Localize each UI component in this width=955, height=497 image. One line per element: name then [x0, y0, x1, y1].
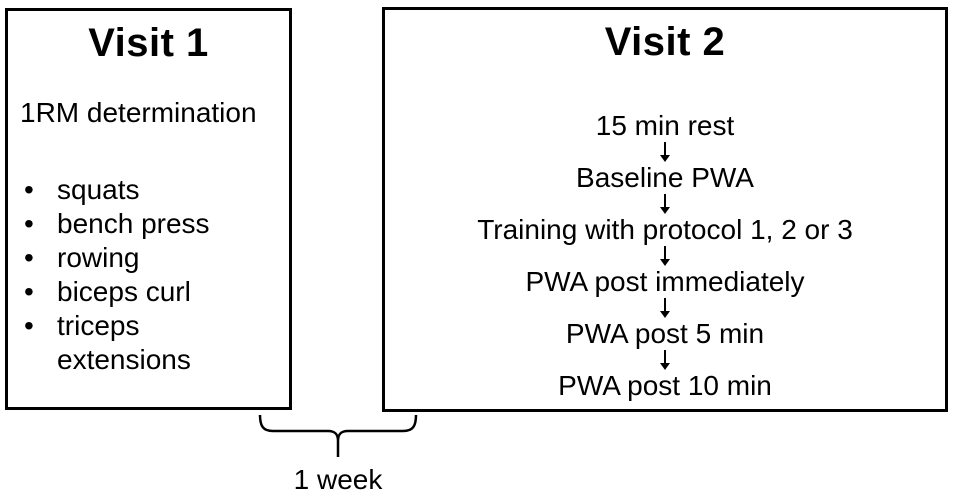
interval-label: 1 week [293, 464, 383, 495]
bullet-icon: • [24, 276, 34, 307]
visit2-box: Visit 2 15 min rest Baseline PWA Trainin… [382, 7, 948, 412]
exercise-label: biceps curl [57, 276, 191, 307]
flow-step: 15 min rest [595, 110, 735, 141]
down-arrow-icon [660, 246, 670, 266]
visit1-subtitle: 1RM determination [20, 97, 257, 128]
list-item: • biceps curl [8, 275, 289, 309]
list-item: • rowing [8, 241, 289, 275]
visit1-title: Visit 1 [88, 21, 209, 65]
exercise-label: squats [57, 174, 140, 205]
exercise-list: • squats • bench press • rowing • biceps… [8, 173, 289, 377]
visit2-title: Visit 2 [604, 20, 726, 64]
flow-step: Baseline PWA [576, 162, 754, 193]
flow-step: Training with protocol 1, 2 or 3 [477, 214, 853, 245]
bullet-icon: • [24, 310, 34, 341]
down-arrow-icon [660, 194, 670, 214]
down-arrow-icon [660, 298, 670, 318]
flow-step: PWA post 10 min [558, 370, 772, 401]
bullet-icon: • [24, 242, 34, 273]
flow-step: PWA post immediately [525, 266, 805, 297]
exercise-label: triceps extensions [57, 310, 191, 375]
exercise-label: bench press [57, 208, 210, 239]
exercise-label: rowing [57, 242, 140, 273]
list-item: • triceps extensions [8, 309, 289, 377]
down-arrow-icon [660, 350, 670, 370]
interval-brace-icon [258, 414, 418, 457]
list-item: • squats [8, 173, 289, 207]
bullet-icon: • [24, 174, 34, 205]
procedure-flow: 15 min rest Baseline PWA Training with p… [385, 110, 945, 402]
list-item: • bench press [8, 207, 289, 241]
flow-step: PWA post 5 min [565, 318, 765, 349]
visit1-box: Visit 1 1RM determination • squats • ben… [5, 8, 292, 410]
bullet-icon: • [24, 208, 34, 239]
down-arrow-icon [660, 142, 670, 162]
